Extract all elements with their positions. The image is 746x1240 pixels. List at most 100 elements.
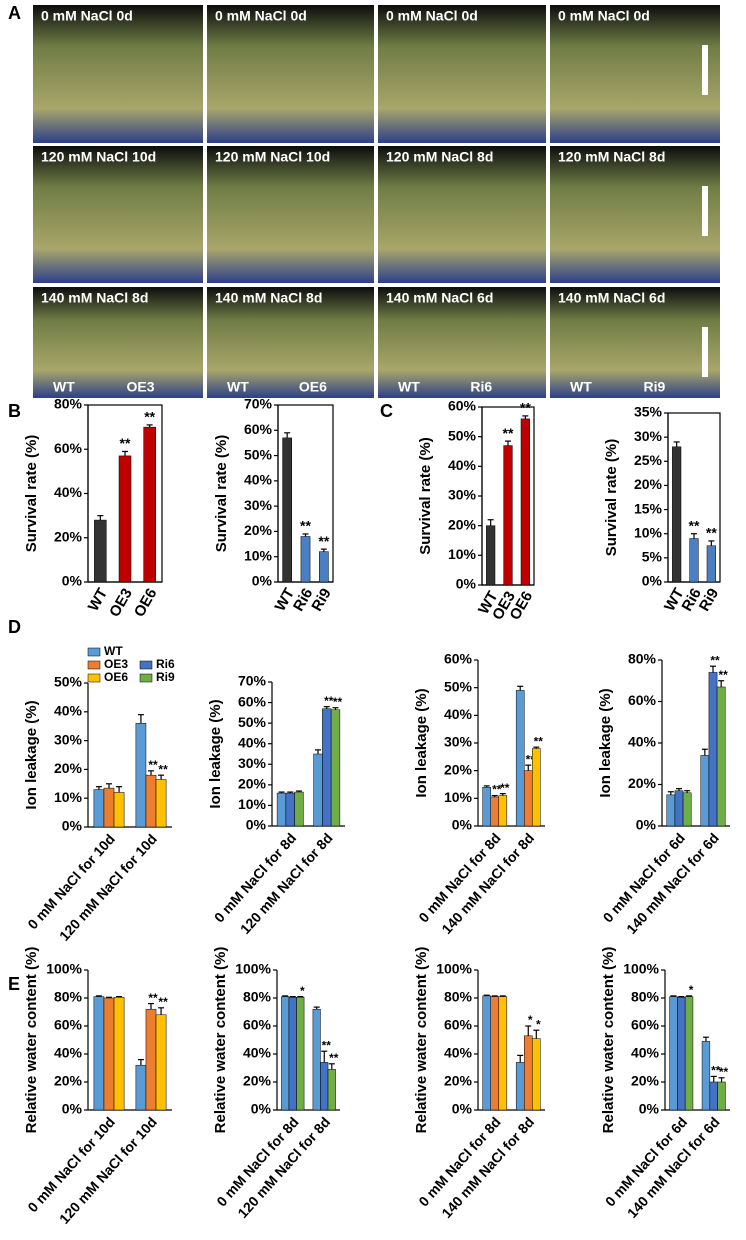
photo-label: 0 mM NaCl 0d [558,8,650,24]
bar [319,551,329,583]
bar [717,1081,726,1111]
bar [113,997,125,1111]
y-axis-label: Relative water content (%) [23,947,40,1134]
genotype-label: OE6 [299,379,327,395]
photo-label: 140 mM NaCl 8d [41,290,148,306]
bar [486,525,496,586]
significance: * [528,1013,533,1027]
y-axis-label: Survival rate (%) [417,437,434,555]
genotype-label: WT [398,379,420,395]
y-tick-label: 40% [238,734,267,750]
y-tick-label: 0% [62,573,83,589]
y-tick-label: 20% [54,528,83,544]
panel-label: A [8,3,21,23]
significance: ** [689,517,700,533]
photo [207,5,374,143]
y-tick-label: 0% [252,573,273,589]
y-tick-label: 50% [444,678,473,694]
genotype-label: WT [53,379,75,395]
significance: * [536,1017,541,1031]
bar [276,792,287,827]
significance: ** [120,435,131,451]
y-tick-label: 20% [628,775,657,791]
panel-label: C [380,401,393,421]
y-tick-label: 80% [444,989,473,1005]
y-tick-label: 100% [436,961,472,977]
x-tick-label: OE3 [106,585,136,619]
y-tick-label: 80% [54,989,83,1005]
y-tick-label: 10% [54,789,83,805]
y-tick-label: 40% [448,457,477,473]
y-tick-label: 30% [54,731,83,747]
genotype-label: Ri6 [470,379,492,395]
genotype-label: WT [227,379,249,395]
photo [378,146,546,283]
bar [155,779,167,828]
bar [532,1038,541,1111]
significance: ** [719,1065,729,1079]
y-tick-label: 0% [452,817,473,833]
y-tick-label: 70% [238,673,267,689]
y-axis-label: Survival rate (%) [23,435,40,553]
significance: ** [318,533,329,549]
y-tick-label: 100% [623,961,659,977]
bar [672,446,682,583]
bar [294,791,304,827]
photo-label: 120 mM NaCl 10d [41,149,156,165]
y-tick-label: 5% [642,549,663,565]
legend-label: WT [104,644,123,658]
y-axis-label: Ion leakage (%) [23,700,40,809]
y-axis-label: Survival rate (%) [603,439,620,557]
y-tick-label: 60% [243,1017,272,1033]
bar [312,1008,321,1111]
bar [296,997,305,1111]
photo [33,5,203,143]
bar [515,1062,525,1111]
y-tick-label: 80% [631,989,660,1005]
y-tick-label: 20% [444,761,473,777]
bar [143,426,156,583]
y-tick-label: 80% [54,396,83,412]
y-tick-label: 40% [243,1045,272,1061]
significance: ** [144,409,155,425]
x-tick-label: Ri9 [308,585,334,614]
bar [674,790,684,827]
bar [503,445,513,586]
y-tick-label: 60% [448,398,477,414]
y-axis-label: Ion leakage (%) [413,688,430,797]
y-tick-label: 60% [54,1017,83,1033]
legend-label: OE3 [104,657,128,671]
bar [498,996,508,1111]
photo-label: 120 mM NaCl 8d [558,149,665,165]
scale-bar [702,327,708,377]
y-tick-label: 25% [634,452,663,468]
y-tick-label: 50% [448,427,477,443]
bar [118,455,132,583]
y-tick-label: 40% [54,1045,83,1061]
bar [93,789,105,828]
y-tick-label: 60% [54,440,83,456]
significance: ** [526,752,536,766]
y-tick-label: 20% [634,476,663,492]
bar [682,792,692,827]
bar [145,1008,157,1111]
y-tick-label: 40% [444,706,473,722]
y-tick-label: 20% [244,522,273,538]
y-axis-label: Relative water content (%) [212,947,229,1134]
y-tick-label: 0% [636,817,657,833]
bar [689,538,699,583]
y-tick-label: 30% [244,497,273,513]
y-tick-label: 10% [238,796,267,812]
bar [716,686,726,827]
scale-bar [702,45,708,95]
legend-swatch [87,660,101,670]
y-tick-label: 30% [448,487,477,503]
y-tick-label: 60% [631,1017,660,1033]
significance: ** [329,1051,339,1065]
photo-label: 140 mM NaCl 6d [386,290,493,306]
y-tick-label: 10% [444,789,473,805]
photo-label: 120 mM NaCl 10d [215,149,330,165]
bar [709,1081,718,1111]
y-tick-label: 100% [46,961,82,977]
